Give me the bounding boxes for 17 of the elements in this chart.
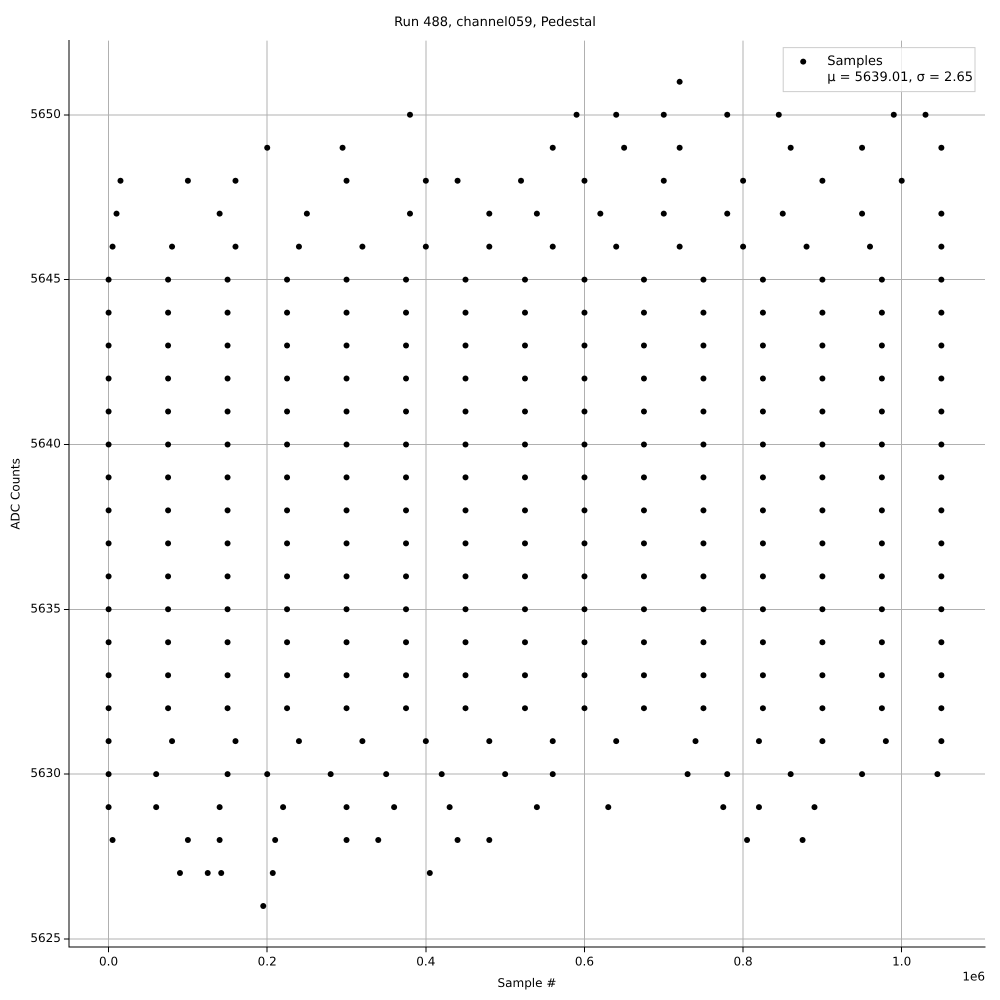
text: 1e6 bbox=[962, 969, 985, 984]
y-tick-label: 5645 bbox=[30, 272, 61, 286]
x-tick-label: 0.8 bbox=[734, 954, 753, 969]
x-tick-label: 0.0 bbox=[99, 954, 118, 969]
x-tick-label: 0.4 bbox=[416, 954, 436, 969]
legend-label: Samples μ = 5639.01, σ = 2.65 bbox=[827, 54, 974, 85]
y-tick-label: 5650 bbox=[30, 106, 61, 121]
x-tick-label: 0.6 bbox=[574, 954, 594, 969]
chart-title: Run 488, channel059, Pedestal bbox=[394, 15, 596, 30]
x-tick-label: 0.2 bbox=[258, 954, 277, 969]
x-tick-label: 1.0 bbox=[892, 954, 912, 969]
y-tick-label: 5630 bbox=[30, 766, 61, 780]
y-axis-title: ADC Counts bbox=[8, 458, 22, 530]
x-axis-title: Sample # bbox=[498, 976, 556, 990]
y-tick-label: 5625 bbox=[30, 931, 61, 946]
y-tick-label: 5640 bbox=[30, 436, 61, 451]
y-tick-label: 5635 bbox=[30, 601, 61, 616]
